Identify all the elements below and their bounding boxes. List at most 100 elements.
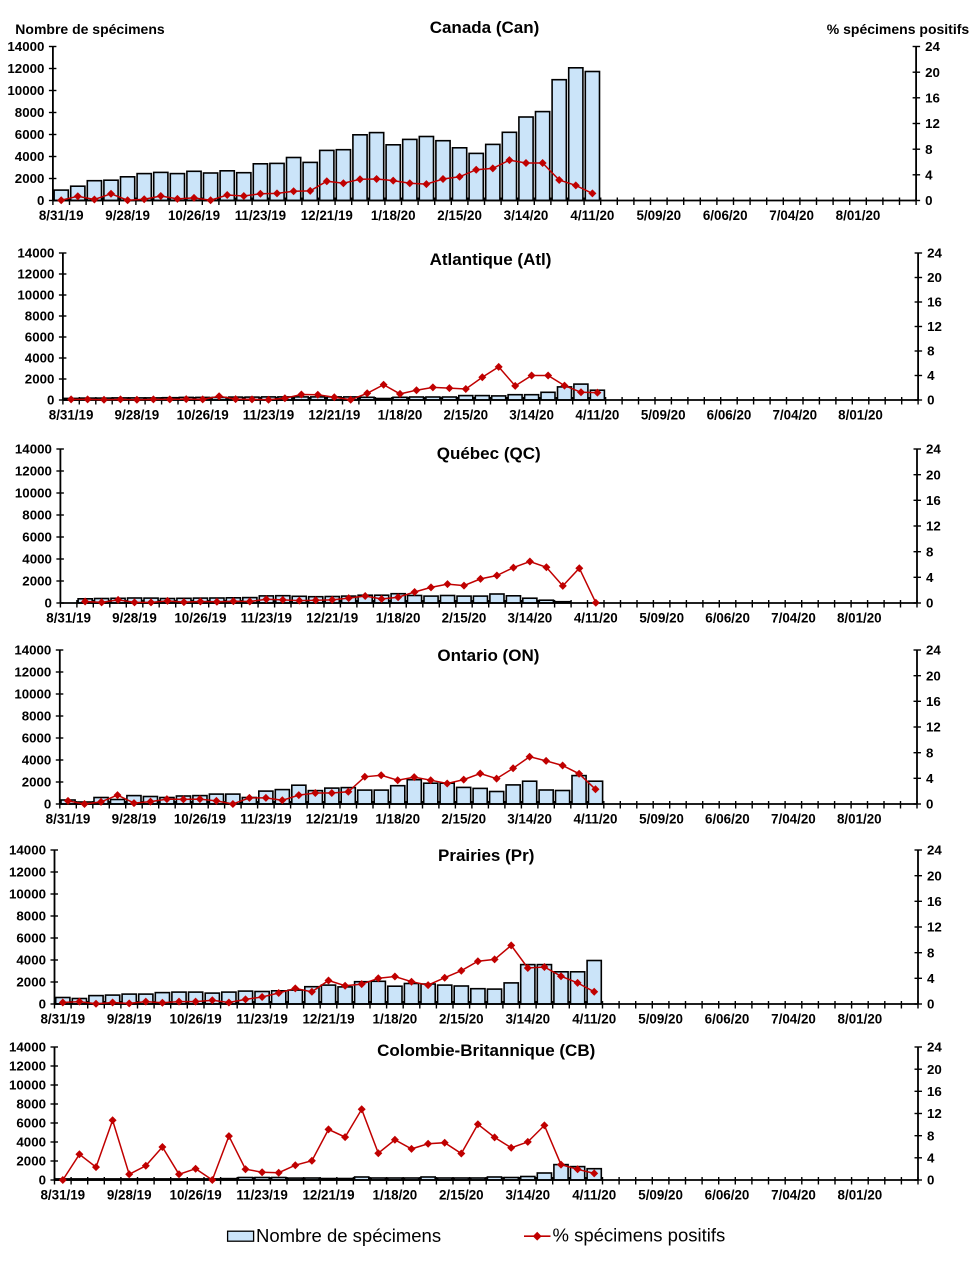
svg-text:12/21/19: 12/21/19 xyxy=(301,208,353,223)
svg-text:10/26/19: 10/26/19 xyxy=(174,812,226,827)
svg-text:2/15/20: 2/15/20 xyxy=(439,1188,484,1203)
svg-text:3/14/20: 3/14/20 xyxy=(505,1012,550,1027)
svg-text:12: 12 xyxy=(926,519,941,534)
svg-text:Colombie-Britannique (CB): Colombie-Britannique (CB) xyxy=(377,1041,595,1060)
svg-text:12000: 12000 xyxy=(14,665,51,680)
svg-text:0: 0 xyxy=(926,596,933,611)
svg-text:1/18/20: 1/18/20 xyxy=(376,611,421,626)
svg-text:10/26/19: 10/26/19 xyxy=(170,1188,222,1203)
svg-text:1/18/20: 1/18/20 xyxy=(373,1188,418,1203)
svg-text:12: 12 xyxy=(927,1106,942,1121)
svg-text:6000: 6000 xyxy=(22,731,52,746)
svg-text:10000: 10000 xyxy=(9,887,46,902)
svg-text:8/01/20: 8/01/20 xyxy=(838,1188,883,1203)
svg-text:0: 0 xyxy=(927,393,934,408)
svg-text:1/18/20: 1/18/20 xyxy=(375,812,420,827)
svg-text:7/04/20: 7/04/20 xyxy=(771,1012,816,1027)
svg-text:4/11/20: 4/11/20 xyxy=(572,1012,616,1027)
svg-text:20: 20 xyxy=(926,668,941,683)
svg-text:6/06/20: 6/06/20 xyxy=(705,1012,750,1027)
svg-text:7/04/20: 7/04/20 xyxy=(771,812,816,827)
svg-text:Nombre de spécimens: Nombre de spécimens xyxy=(15,21,165,37)
svg-text:4000: 4000 xyxy=(22,552,52,567)
svg-text:10/26/19: 10/26/19 xyxy=(168,208,220,223)
svg-text:4/11/20: 4/11/20 xyxy=(570,208,614,223)
svg-text:16: 16 xyxy=(927,1084,942,1099)
svg-text:10/26/19: 10/26/19 xyxy=(177,408,229,423)
svg-text:12: 12 xyxy=(927,319,942,334)
svg-text:14000: 14000 xyxy=(14,643,51,658)
svg-text:2/15/20: 2/15/20 xyxy=(441,812,486,827)
svg-text:4/11/20: 4/11/20 xyxy=(575,408,619,423)
svg-text:8000: 8000 xyxy=(16,909,46,924)
svg-text:9/28/19: 9/28/19 xyxy=(112,812,157,827)
svg-text:20: 20 xyxy=(927,270,942,285)
svg-text:5/09/20: 5/09/20 xyxy=(639,611,684,626)
svg-text:2/15/20: 2/15/20 xyxy=(439,1012,484,1027)
svg-text:12: 12 xyxy=(925,116,940,131)
svg-text:8: 8 xyxy=(927,344,934,359)
svg-text:2000: 2000 xyxy=(16,1154,46,1169)
svg-text:7/04/20: 7/04/20 xyxy=(769,208,814,223)
svg-text:12/21/19: 12/21/19 xyxy=(302,1012,354,1027)
svg-text:16: 16 xyxy=(927,894,942,909)
svg-text:6/06/20: 6/06/20 xyxy=(705,1188,750,1203)
svg-text:1/18/20: 1/18/20 xyxy=(371,208,416,223)
svg-text:8/31/19: 8/31/19 xyxy=(46,611,91,626)
svg-text:4000: 4000 xyxy=(16,1135,46,1150)
svg-text:2000: 2000 xyxy=(15,171,45,186)
svg-text:% spécimens positifs: % spécimens positifs xyxy=(827,21,970,37)
svg-text:6/06/20: 6/06/20 xyxy=(705,611,750,626)
svg-text:10/26/19: 10/26/19 xyxy=(174,611,226,626)
svg-text:4000: 4000 xyxy=(25,351,55,366)
svg-text:24: 24 xyxy=(926,442,941,457)
svg-text:4: 4 xyxy=(925,168,933,183)
svg-text:4/11/20: 4/11/20 xyxy=(574,812,618,827)
svg-text:Atlantique (Atl): Atlantique (Atl) xyxy=(430,250,552,269)
svg-text:0: 0 xyxy=(39,997,46,1012)
svg-text:8/01/20: 8/01/20 xyxy=(837,812,882,827)
svg-text:8000: 8000 xyxy=(22,508,52,523)
svg-text:12/21/19: 12/21/19 xyxy=(302,1188,354,1203)
svg-text:3/14/20: 3/14/20 xyxy=(509,408,554,423)
svg-text:3/14/20: 3/14/20 xyxy=(505,1188,550,1203)
svg-text:8/01/20: 8/01/20 xyxy=(838,1012,883,1027)
svg-text:20: 20 xyxy=(927,1062,942,1077)
svg-text:16: 16 xyxy=(927,295,942,310)
svg-text:6000: 6000 xyxy=(16,931,46,946)
svg-text:6/06/20: 6/06/20 xyxy=(703,208,748,223)
svg-text:12000: 12000 xyxy=(15,464,52,479)
svg-text:8: 8 xyxy=(927,945,934,960)
svg-text:12: 12 xyxy=(926,720,941,735)
svg-text:9/28/19: 9/28/19 xyxy=(115,408,160,423)
svg-text:8/31/19: 8/31/19 xyxy=(46,812,91,827)
svg-text:0: 0 xyxy=(927,997,934,1012)
svg-text:11/23/19: 11/23/19 xyxy=(236,1188,287,1203)
svg-text:2000: 2000 xyxy=(16,975,46,990)
svg-text:6000: 6000 xyxy=(15,127,45,142)
svg-text:10000: 10000 xyxy=(7,83,44,98)
svg-text:% spécimens positifs: % spécimens positifs xyxy=(553,1225,726,1246)
svg-text:10/26/19: 10/26/19 xyxy=(170,1012,222,1027)
svg-text:9/28/19: 9/28/19 xyxy=(112,611,157,626)
svg-text:8/01/20: 8/01/20 xyxy=(838,408,883,423)
svg-text:24: 24 xyxy=(927,246,942,261)
svg-text:8: 8 xyxy=(926,745,933,760)
svg-text:2000: 2000 xyxy=(22,574,52,589)
svg-text:14000: 14000 xyxy=(9,843,46,858)
svg-text:8000: 8000 xyxy=(25,309,55,324)
svg-text:0: 0 xyxy=(926,797,933,812)
svg-text:4: 4 xyxy=(926,570,934,585)
svg-text:5/09/20: 5/09/20 xyxy=(636,208,681,223)
svg-text:24: 24 xyxy=(927,843,942,858)
svg-text:0: 0 xyxy=(44,797,51,812)
svg-text:4/11/20: 4/11/20 xyxy=(574,611,618,626)
svg-text:8: 8 xyxy=(927,1128,934,1143)
svg-text:12000: 12000 xyxy=(17,267,54,282)
svg-text:12000: 12000 xyxy=(9,865,46,880)
svg-text:8/31/19: 8/31/19 xyxy=(49,408,94,423)
svg-text:0: 0 xyxy=(927,1173,934,1188)
svg-text:12/21/19: 12/21/19 xyxy=(306,611,358,626)
svg-text:Canada (Can): Canada (Can) xyxy=(430,18,540,37)
svg-text:16: 16 xyxy=(926,694,941,709)
